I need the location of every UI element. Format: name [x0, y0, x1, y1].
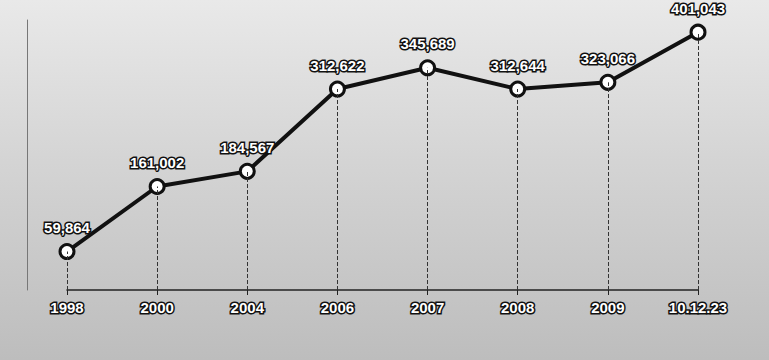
svg-text:2007: 2007 [411, 299, 444, 316]
svg-text:323,066: 323,066 [581, 50, 635, 67]
svg-text:1998: 1998 [50, 299, 83, 316]
svg-text:2006: 2006 [321, 299, 354, 316]
svg-text:2000: 2000 [140, 299, 173, 316]
svg-text:312,644: 312,644 [491, 57, 546, 74]
svg-text:10.12.23: 10.12.23 [669, 299, 727, 316]
svg-text:2008: 2008 [501, 299, 534, 316]
svg-text:59,864: 59,864 [44, 219, 91, 236]
svg-text:2004: 2004 [231, 299, 265, 316]
svg-text:345,689: 345,689 [400, 35, 454, 52]
svg-text:401,043: 401,043 [671, 0, 725, 17]
svg-text:161,002: 161,002 [130, 154, 184, 171]
svg-text:312,622: 312,622 [310, 57, 364, 74]
svg-text:2009: 2009 [591, 299, 624, 316]
svg-text:184,567: 184,567 [220, 139, 274, 156]
